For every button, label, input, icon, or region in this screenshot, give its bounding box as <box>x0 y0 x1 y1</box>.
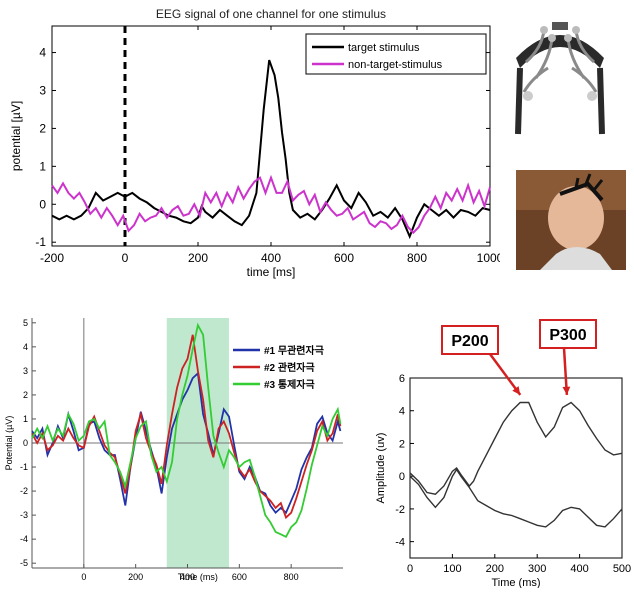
annotation-box <box>441 325 499 355</box>
legend: target stimulus non-target-stimulus <box>305 33 487 75</box>
x-tick-label: 200 <box>486 563 504 575</box>
y-tick-label: 1 <box>39 159 46 173</box>
y-tick-label: -3 <box>20 510 28 520</box>
series-line-2 <box>409 468 623 528</box>
legend-entry: #1 무관련자극 <box>264 344 324 357</box>
y-tick-label: 2 <box>23 390 28 400</box>
y-tick-label: 1 <box>23 414 28 424</box>
eeg-headset-image <box>498 18 622 138</box>
x-tick-label: 500 <box>613 563 631 575</box>
y-tick-label: -1 <box>20 462 28 472</box>
x-tick-label: 100 <box>443 563 461 575</box>
plot-area <box>409 377 623 559</box>
x-tick-label: 200 <box>128 572 143 582</box>
legend-entry: #3 통제자극 <box>264 378 315 391</box>
eeg-headset-drawing <box>515 22 605 135</box>
person-wearing-headset-photo <box>516 170 626 270</box>
x-tick-label: 600 <box>334 251 354 265</box>
series-line-3 <box>31 322 342 538</box>
x-tick-label: 0 <box>407 563 413 575</box>
y-tick-label: 3 <box>39 83 46 97</box>
x-tick-label: 400 <box>180 572 195 582</box>
y-tick-label: -4 <box>20 534 28 544</box>
annotation-box <box>539 319 597 349</box>
x-tick-label: 800 <box>407 251 427 265</box>
annotation-label: P300 <box>549 327 586 344</box>
x-tick-label: 0 <box>122 251 129 265</box>
annotation-arrow <box>488 353 522 396</box>
series-line-2 <box>51 174 491 235</box>
x-tick-label: 200 <box>188 251 208 265</box>
x-tick-label: 1000 <box>477 251 500 265</box>
erp-comparison-chart-svg: 0 200 400 600 800 5 4 3 2 1 0 -1 -2 -3 -4 -5 Time (ms) Po… <box>4 318 343 582</box>
y-tick-label: 3 <box>23 366 28 376</box>
series-line-1 <box>409 401 623 495</box>
legend: #1 무관련자극 #2 관련자극 #3 통제자극 <box>233 344 324 391</box>
x-tick-label: 300 <box>528 563 546 575</box>
x-axis-label: Time (ms) <box>178 572 218 582</box>
annotation-arrowhead <box>512 386 521 395</box>
y-tick-label: 0 <box>399 471 405 483</box>
chart-title: EEG signal of one channel for one stimul… <box>156 7 386 21</box>
eeg-single-channel-chart-svg: EEG signal of one channel for one stimul… <box>9 7 504 279</box>
x-tick-label: 600 <box>232 572 247 582</box>
y-tick-label: 2 <box>399 438 405 450</box>
legend-entry: target stimulus <box>348 42 420 54</box>
y-axis-label: potential [µV] <box>9 101 23 171</box>
y-tick-label: 4 <box>23 342 28 352</box>
annotation-label: P200 <box>451 333 488 350</box>
y-tick-label: 5 <box>23 318 28 328</box>
y-tick-label: 0 <box>23 438 28 448</box>
person-photo-drawing <box>516 170 626 270</box>
x-axis-label: Time (ms) <box>491 577 540 588</box>
y-tick-label: -2 <box>395 504 405 516</box>
series-line-2 <box>31 334 342 520</box>
y-tick-label: -5 <box>20 558 28 568</box>
y-axis-label: Potential (µV) <box>4 416 14 471</box>
legend-entry: non-target-stimulus <box>348 59 443 71</box>
annotation-arrowhead <box>562 386 571 395</box>
erp-comparison-chart: 0 200 400 600 800 5 4 3 2 1 0 -1 -2 -3 -4 -5 Time (ms) Po… <box>0 300 355 593</box>
x-tick-label: 800 <box>284 572 299 582</box>
x-tick-label: -200 <box>40 251 64 265</box>
y-axis-label: Amplitude (uv) <box>375 433 387 504</box>
y-tick-label: -2 <box>20 486 28 496</box>
y-tick-label: -1 <box>35 235 46 249</box>
annotation-p300: P300 <box>539 319 597 395</box>
legend-box <box>305 33 487 75</box>
y-tick-label: -4 <box>395 537 405 549</box>
y-tick-label: 0 <box>39 197 46 211</box>
eeg-single-channel-chart: EEG signal of one channel for one stimul… <box>0 0 504 295</box>
x-axis-label: time [ms] <box>247 265 296 279</box>
x-tick-label: 400 <box>261 251 281 265</box>
p200-p300-amplitude-chart: 0 100 200 300 400 500 6 4 2 0 -2 -4 Time (ms) Amplitu… <box>360 310 634 593</box>
legend-entry: #2 관련자극 <box>264 361 315 374</box>
y-tick-label: 6 <box>399 373 405 385</box>
p200-p300-amplitude-chart-svg: 0 100 200 300 400 500 6 4 2 0 -2 -4 Time (ms) Amplitu… <box>375 319 631 589</box>
y-tick-label: 2 <box>39 121 46 135</box>
y-tick-label: 4 <box>399 406 405 418</box>
annotation-p200: P200 <box>441 325 522 396</box>
x-tick-label: 0 <box>81 572 86 582</box>
x-tick-label: 400 <box>570 563 588 575</box>
y-tick-label: 4 <box>39 46 46 60</box>
